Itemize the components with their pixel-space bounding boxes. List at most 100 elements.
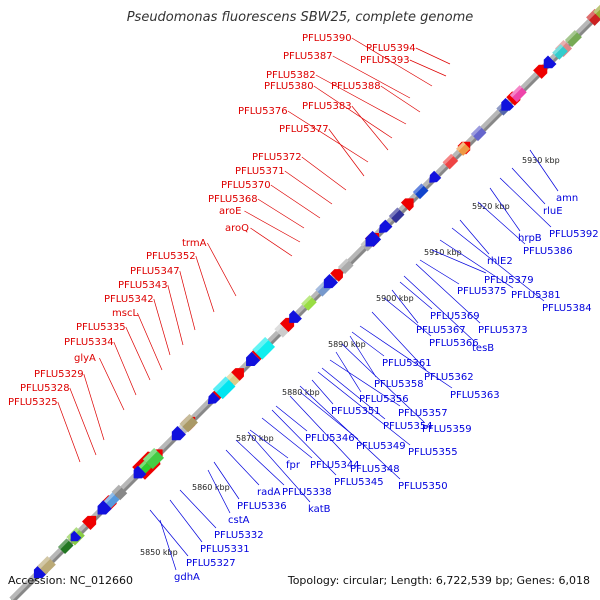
label-leader-line xyxy=(154,299,170,355)
forward-gene-label[interactable]: PFLU5370 xyxy=(221,180,271,191)
reverse-gene-label[interactable]: PFLU5359 xyxy=(422,424,472,435)
reverse-gene-label[interactable]: PFLU5355 xyxy=(408,447,458,458)
accession-label: Accession: NC_012660 xyxy=(8,574,133,587)
reverse-gene-label[interactable]: hrpB xyxy=(518,233,542,244)
reverse-gene-label[interactable]: gdhA xyxy=(174,572,200,583)
forward-gene-label[interactable]: glyA xyxy=(74,353,96,364)
reverse-gene-label[interactable]: PFLU5327 xyxy=(186,558,236,569)
label-leader-line xyxy=(180,490,216,528)
label-leader-line xyxy=(99,358,124,410)
reverse-gene-label[interactable]: PFLU5338 xyxy=(282,487,332,498)
forward-gene-label[interactable]: PFLU5325 xyxy=(8,397,58,408)
scale-tick-label: 5920 kbp xyxy=(472,202,510,211)
label-leader-line xyxy=(214,462,239,499)
forward-gene-label[interactable]: PFLU5393 xyxy=(360,55,410,66)
scale-tick-label: 5910 kbp xyxy=(424,248,462,257)
forward-gene-label[interactable]: PFLU5380 xyxy=(264,81,314,92)
label-leader-line xyxy=(460,220,489,254)
label-leader-line xyxy=(207,243,236,296)
reverse-gene-label[interactable]: PFLU5345 xyxy=(334,477,384,488)
label-leader-line xyxy=(352,106,388,150)
reverse-gene-label[interactable]: PFLU5350 xyxy=(398,481,448,492)
reverse-gene-label[interactable]: PFLU5373 xyxy=(478,325,528,336)
reverse-gene-label[interactable]: PFLU5331 xyxy=(200,544,250,555)
forward-gene-label[interactable]: PFLU5328 xyxy=(20,383,70,394)
forward-gene-label[interactable]: PFLU5352 xyxy=(146,251,196,262)
forward-gene-label[interactable]: PFLU5394 xyxy=(366,43,416,54)
label-leader-line xyxy=(420,260,459,284)
reverse-gene-label[interactable]: PFLU5332 xyxy=(214,530,264,541)
forward-gene-label[interactable]: PFLU5334 xyxy=(64,337,114,348)
scale-tick-label: 5900 kbp xyxy=(376,294,414,303)
forward-gene-label[interactable]: mscL xyxy=(112,308,138,319)
reverse-gene-label[interactable]: fpr xyxy=(286,460,301,471)
forward-gene-label[interactable]: PFLU5343 xyxy=(118,280,168,291)
scale-tick-label: 5860 kbp xyxy=(192,483,230,492)
reverse-gene-label[interactable]: PFLU5362 xyxy=(424,372,474,383)
reverse-gene-label[interactable]: amn xyxy=(556,193,578,204)
scale-tick-label: 5870 kbp xyxy=(236,434,274,443)
genome-summary: Topology: circular; Length: 6,722,539 bp… xyxy=(288,574,590,587)
reverse-gene-label[interactable]: PFLU5375 xyxy=(457,286,507,297)
forward-gene-label[interactable]: trmA xyxy=(182,238,207,249)
reverse-gene-label[interactable]: PFLU5357 xyxy=(398,408,448,419)
reverse-gene-label[interactable]: rluE xyxy=(543,206,563,217)
reverse-gene-label[interactable]: PFLU5348 xyxy=(350,464,400,475)
forward-gene-label[interactable]: PFLU5329 xyxy=(34,369,84,380)
reverse-gene-label[interactable]: rhlE2 xyxy=(487,256,513,267)
reverse-gene-label[interactable]: PFLU5336 xyxy=(237,501,287,512)
reverse-gene-label[interactable]: PFLU5379 xyxy=(484,275,534,286)
label-leader-line xyxy=(180,271,195,330)
label-leader-line xyxy=(84,374,104,440)
reverse-gene-label[interactable]: radA xyxy=(257,487,281,498)
label-leader-line xyxy=(126,327,150,380)
reverse-gene-label[interactable]: PFLU5392 xyxy=(549,229,599,240)
forward-gene-label[interactable]: PFLU5335 xyxy=(76,322,126,333)
scale-ticks: 5850 kbp5860 kbp5870 kbp5880 kbp5890 kbp… xyxy=(140,156,560,557)
forward-gene-label[interactable]: aroE xyxy=(219,206,241,217)
label-leader-line xyxy=(168,285,183,345)
scale-tick-label: 5850 kbp xyxy=(140,548,178,557)
reverse-gene-label[interactable]: PFLU5361 xyxy=(382,358,432,369)
forward-gene-label[interactable]: PFLU5376 xyxy=(238,106,288,117)
forward-gene-label[interactable]: PFLU5347 xyxy=(130,266,180,277)
reverse-gene-label[interactable]: katB xyxy=(308,504,331,515)
label-leader-line xyxy=(160,520,176,570)
label-leader-line xyxy=(302,157,346,190)
label-leader-line xyxy=(196,256,214,312)
label-leader-line xyxy=(416,48,450,64)
label-leader-line xyxy=(410,60,446,76)
forward-gene-label[interactable]: PFLU5342 xyxy=(104,294,154,305)
reverse-gene-label[interactable]: tesB xyxy=(472,343,494,354)
forward-gene-label[interactable]: aroQ xyxy=(225,223,249,234)
reverse-gene-label[interactable]: PFLU5363 xyxy=(450,390,500,401)
label-leader-line xyxy=(226,450,259,485)
label-leader-line xyxy=(137,313,162,370)
reverse-gene-label[interactable]: PFLU5356 xyxy=(359,394,409,405)
scale-tick-label: 5930 kbp xyxy=(522,156,560,165)
forward-gene-label[interactable]: PFLU5371 xyxy=(235,166,285,177)
reverse-gene-label[interactable]: PFLU5386 xyxy=(523,246,573,257)
reverse-gene-label[interactable]: PFLU5369 xyxy=(430,311,480,322)
reverse-gene-label[interactable]: PFLU5358 xyxy=(374,379,424,390)
forward-gene-label[interactable]: PFLU5377 xyxy=(279,124,329,135)
label-leader-line xyxy=(114,342,136,395)
forward-gene-label[interactable]: PFLU5390 xyxy=(302,33,352,44)
label-leader-line xyxy=(170,500,202,542)
reverse-gene-label[interactable]: PFLU5384 xyxy=(542,303,592,314)
reverse-gene-label[interactable]: PFLU5349 xyxy=(356,441,406,452)
label-leader-line xyxy=(250,228,292,256)
scale-tick-label: 5890 kbp xyxy=(328,340,366,349)
forward-gene-label[interactable]: PFLU5387 xyxy=(283,51,333,62)
label-leader-line xyxy=(236,440,284,485)
forward-gene-label[interactable]: PFLU5372 xyxy=(252,152,302,163)
forward-gene-label[interactable]: PFLU5382 xyxy=(266,70,316,81)
label-leader-line xyxy=(58,402,80,462)
forward-gene-label[interactable]: PFLU5368 xyxy=(208,194,258,205)
reverse-gene-label[interactable]: cstA xyxy=(228,515,250,526)
reverse-gene-label[interactable]: PFLU5381 xyxy=(511,290,561,301)
label-leader-line xyxy=(258,199,304,228)
forward-gene-label[interactable]: PFLU5388 xyxy=(331,81,381,92)
label-leader-line xyxy=(271,185,320,218)
